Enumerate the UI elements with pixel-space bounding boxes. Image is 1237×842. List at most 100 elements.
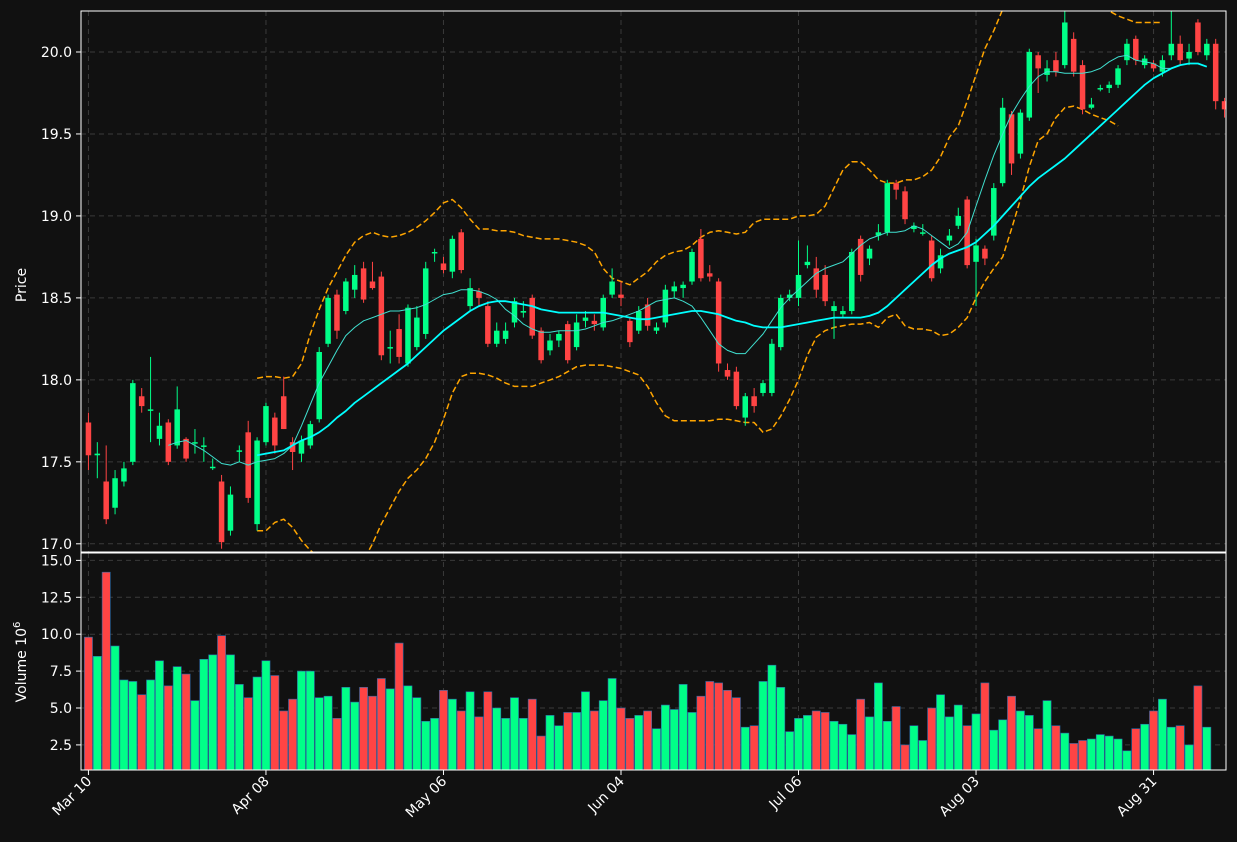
- candle-down: [733, 371, 740, 407]
- volume-bar: [501, 718, 510, 771]
- volume-bar: [510, 697, 519, 771]
- volume-bar: [1175, 725, 1185, 771]
- volume-bar: [1193, 685, 1203, 771]
- candle-up: [449, 238, 456, 272]
- volume-bar: [554, 725, 564, 771]
- volume-bar: [199, 658, 209, 771]
- volume-bar: [359, 687, 368, 771]
- candle-up: [1097, 88, 1104, 90]
- volume-bar: [1007, 695, 1016, 771]
- volume-bar: [874, 682, 883, 771]
- volume-bar: [1104, 735, 1114, 771]
- candle-up: [1168, 43, 1175, 56]
- candle-down: [1195, 22, 1201, 52]
- price-tick-label: 17.0: [41, 537, 72, 553]
- volume-bar: [385, 688, 395, 771]
- volume-bar: [829, 720, 839, 771]
- candle-down: [1053, 60, 1059, 72]
- candle-up: [1159, 60, 1166, 72]
- volume-bar: [155, 660, 164, 771]
- candle-up: [298, 440, 305, 454]
- volume-panel-frame: [80, 552, 1227, 771]
- candle-up: [831, 306, 837, 312]
- candle-up: [999, 107, 1006, 184]
- volume-bar: [270, 675, 280, 771]
- volume-bar: [1122, 750, 1132, 771]
- volume-bar: [1042, 700, 1052, 771]
- candle-up: [689, 251, 695, 282]
- volume-bar: [163, 685, 173, 771]
- volume-bar: [936, 694, 945, 771]
- candle-up: [769, 343, 775, 393]
- volume-bar: [412, 697, 422, 771]
- volume-bar: [545, 715, 555, 771]
- volume-bars: [84, 571, 1212, 771]
- volume-bar: [465, 691, 475, 771]
- volume-bar: [767, 664, 777, 771]
- volume-bar: [323, 695, 333, 771]
- candle-up: [671, 286, 678, 292]
- x-tick-label: Aug 03: [936, 774, 982, 820]
- volume-tick-label: 12.5: [41, 590, 72, 606]
- candle-down: [715, 281, 722, 364]
- candle-up: [467, 288, 473, 307]
- volume-bar: [625, 718, 635, 771]
- volume-bar: [261, 660, 271, 771]
- lower-band-line: [257, 105, 1119, 552]
- volume-bar: [518, 718, 528, 771]
- volume-y-ticks: 2.5 5.0 7.5 10.0 12.5 15.0: [41, 553, 81, 754]
- volume-bar: [669, 709, 679, 771]
- candle-down: [1177, 43, 1183, 61]
- volume-bar: [483, 691, 493, 771]
- volume-bar: [563, 712, 573, 771]
- price-y-ticks: 17.0 17.5 18.0 18.5 19.0 19.5 20.0: [41, 45, 81, 553]
- volume-bar: [758, 681, 768, 771]
- volume-bar: [341, 687, 351, 771]
- x-tick-label: Mar 10: [50, 774, 96, 820]
- candle-down: [751, 396, 757, 407]
- volume-bar: [785, 731, 795, 771]
- price-grid: [81, 11, 1226, 552]
- candle-down: [724, 370, 731, 377]
- candle-up: [786, 294, 793, 298]
- candle-down: [334, 294, 340, 331]
- candle-up: [414, 317, 420, 348]
- volume-bar: [634, 715, 644, 771]
- candle-up: [1124, 43, 1130, 61]
- candle-down: [440, 263, 447, 271]
- candle-up: [511, 301, 518, 323]
- volume-bar: [376, 678, 386, 771]
- candle-up: [742, 396, 749, 418]
- volume-bar: [900, 744, 910, 771]
- volume-bar: [581, 691, 590, 771]
- volume-bar: [1087, 738, 1096, 771]
- candle-up: [227, 494, 234, 531]
- candle-down: [1133, 38, 1139, 61]
- volume-bar: [1060, 732, 1070, 771]
- candle-up: [192, 442, 198, 444]
- candle-down: [538, 330, 544, 361]
- moving-averages: [168, 54, 1208, 466]
- candle-up: [1026, 51, 1033, 118]
- volume-bar: [1113, 738, 1123, 771]
- short-moving-average-line: [168, 54, 1172, 466]
- volume-bar: [101, 571, 111, 771]
- candle-down: [272, 417, 278, 446]
- volume-bar: [226, 654, 235, 771]
- candle-down: [529, 297, 535, 336]
- volume-tick-label: 10.0: [41, 627, 72, 643]
- volume-bar: [181, 673, 191, 771]
- volume-bar: [794, 718, 803, 771]
- volume-bar: [84, 636, 93, 771]
- candle-down: [165, 422, 172, 462]
- candle-up: [547, 340, 553, 351]
- volume-bar: [217, 635, 226, 771]
- upper-band-line: [256, 11, 1163, 379]
- volume-bar: [172, 666, 182, 771]
- candle-down: [85, 422, 92, 456]
- x-tick-label: Jun 04: [585, 773, 628, 816]
- candle-up: [635, 311, 642, 331]
- volume-bar: [403, 685, 413, 771]
- candle-down: [1008, 114, 1015, 164]
